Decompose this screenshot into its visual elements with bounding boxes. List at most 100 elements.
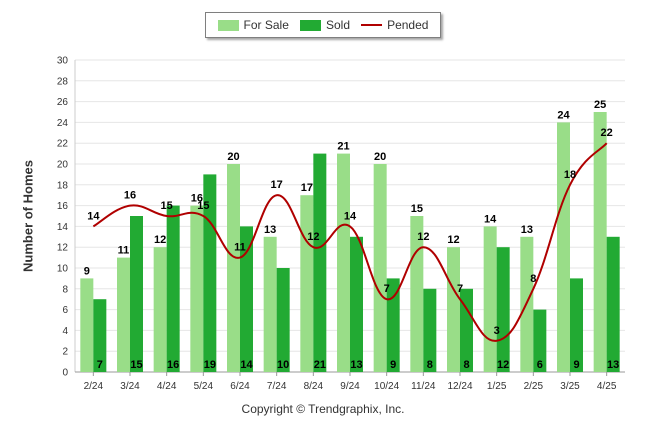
x-tick-label: 7/24 <box>267 381 287 392</box>
data-label-pended: 16 <box>124 190 136 202</box>
y-tick-label: 8 <box>62 284 68 295</box>
bar-sold <box>276 268 290 372</box>
y-tick-label: 6 <box>62 305 68 316</box>
bar-sold <box>93 299 107 372</box>
line-pended <box>92 142 608 342</box>
copyright-footer: Copyright © Trendgraphix, Inc. <box>241 402 405 416</box>
data-label-sold: 9 <box>573 359 579 371</box>
data-label-sold: 8 <box>427 359 433 371</box>
bar-sold <box>240 226 253 372</box>
y-tick-label: 12 <box>57 243 69 254</box>
x-tick-label: 8/24 <box>304 381 324 392</box>
data-label-for-sale: 16 <box>191 193 203 205</box>
data-label-pended: 8 <box>530 273 536 285</box>
bar-for-sale <box>593 112 607 372</box>
legend-swatch-sold <box>299 19 321 31</box>
bar-sold <box>533 309 547 372</box>
data-label-pended: 7 <box>384 283 390 295</box>
data-label-pended: 12 <box>307 231 319 243</box>
data-label-sold: 14 <box>240 359 253 371</box>
x-tick-label: 2/25 <box>524 381 544 392</box>
bar-sold <box>423 288 437 372</box>
data-label-for-sale: 17 <box>301 182 313 194</box>
y-tick-label: 10 <box>57 264 69 275</box>
data-label-pended: 3 <box>494 325 500 337</box>
x-tick-label: 6/24 <box>230 381 250 392</box>
data-label-for-sale: 9 <box>84 265 90 277</box>
data-label-for-sale: 11 <box>118 245 130 257</box>
bar-sold <box>313 153 327 372</box>
y-tick-label: 24 <box>57 118 69 129</box>
bar-for-sale <box>300 195 314 372</box>
legend: For Sale Sold Pended <box>205 12 441 38</box>
data-label-sold: 8 <box>463 359 469 371</box>
y-tick-label: 16 <box>57 201 69 212</box>
bar-sold <box>350 236 363 372</box>
data-label-sold: 7 <box>97 359 103 371</box>
data-label-for-sale: 15 <box>411 203 423 215</box>
x-tick-label: 3/24 <box>120 381 140 392</box>
bar-sold <box>130 216 143 372</box>
x-tick-label: 10/24 <box>374 381 399 392</box>
bar-sold <box>386 278 400 372</box>
x-tick-label: 12/24 <box>447 381 472 392</box>
y-tick-label: 26 <box>57 97 69 108</box>
bar-for-sale <box>557 122 570 373</box>
data-label-pended: 7 <box>457 283 463 295</box>
x-tick-label: 1/25 <box>487 381 507 392</box>
data-label-pended: 18 <box>564 169 576 181</box>
data-label-pended: 17 <box>271 179 283 191</box>
bar-for-sale <box>117 257 130 372</box>
bar-sold <box>203 174 217 372</box>
data-label-sold: 16 <box>167 359 179 371</box>
data-label-for-sale: 25 <box>594 99 606 111</box>
bar-for-sale <box>483 226 497 372</box>
data-label-pended: 15 <box>161 200 173 212</box>
data-label-pended: 11 <box>234 242 246 254</box>
data-label-pended: 14 <box>344 210 357 222</box>
data-label-for-sale: 20 <box>227 151 239 163</box>
data-label-pended: 15 <box>197 200 209 212</box>
bar-for-sale <box>373 164 387 372</box>
data-label-for-sale: 13 <box>264 224 276 236</box>
legend-swatch-for-sale <box>217 19 239 31</box>
data-label-sold: 10 <box>277 359 289 371</box>
data-label-for-sale: 24 <box>557 109 570 121</box>
y-tick-label: 22 <box>57 139 69 150</box>
x-tick-label: 9/24 <box>340 381 360 392</box>
bar-sold <box>460 288 473 372</box>
x-tick-label: 4/25 <box>597 381 617 392</box>
y-tick-label: 14 <box>57 222 69 233</box>
data-label-for-sale: 20 <box>374 151 386 163</box>
bar-for-sale <box>80 278 94 372</box>
data-label-for-sale: 14 <box>484 213 497 225</box>
bar-sold <box>570 278 583 372</box>
data-label-for-sale: 13 <box>521 224 533 236</box>
x-tick-label: 5/24 <box>194 381 214 392</box>
data-label-sold: 12 <box>497 359 509 371</box>
data-label-sold: 13 <box>607 359 619 371</box>
x-tick-label: 3/25 <box>560 381 580 392</box>
legend-label-for-sale: For Sale <box>243 18 289 32</box>
legend-item-sold: Sold <box>299 18 350 32</box>
data-label-sold: 15 <box>130 359 142 371</box>
x-tick-label: 2/24 <box>84 381 104 392</box>
y-tick-label: 20 <box>57 160 69 171</box>
x-tick-label: 11/24 <box>411 381 436 392</box>
legend-label-pended: Pended <box>387 18 429 32</box>
data-label-sold: 21 <box>314 359 326 371</box>
y-tick-label: 0 <box>62 368 68 379</box>
data-label-sold: 19 <box>204 359 216 371</box>
data-label-pended: 22 <box>601 127 613 139</box>
y-tick-label: 18 <box>57 180 69 191</box>
bar-for-sale <box>337 153 350 372</box>
data-label-for-sale: 12 <box>447 234 459 246</box>
legend-item-pended: Pended <box>361 18 428 32</box>
data-label-pended: 12 <box>417 231 429 243</box>
bar-sold <box>606 236 620 372</box>
x-tick-label: 4/24 <box>157 381 177 392</box>
data-label-sold: 9 <box>390 359 396 371</box>
y-tick-label: 4 <box>62 326 68 337</box>
bar-sold <box>166 205 180 372</box>
